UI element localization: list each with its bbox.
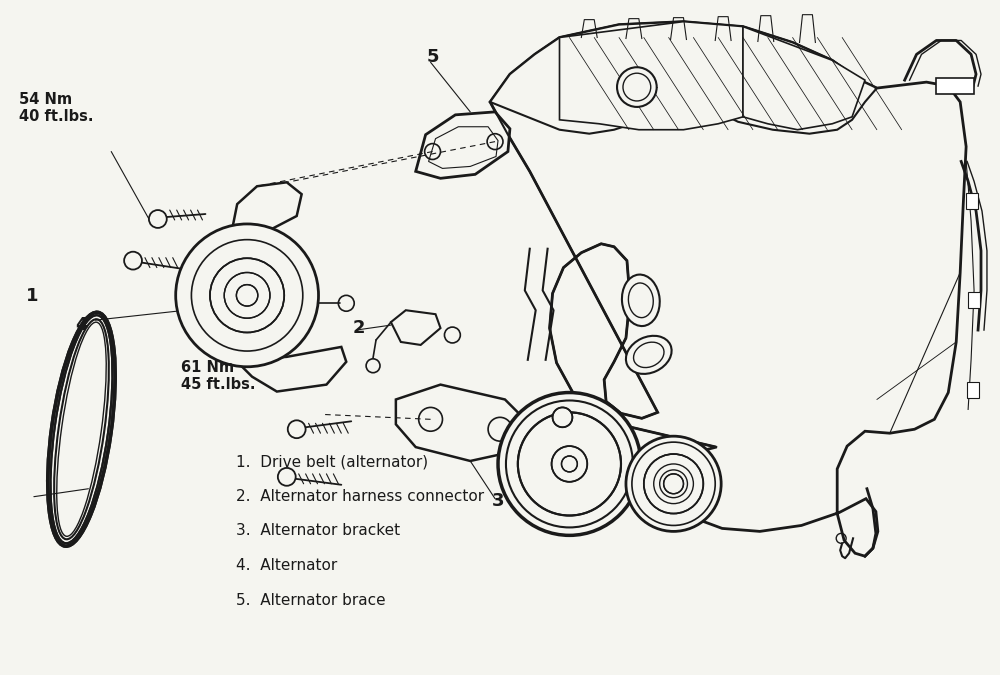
Polygon shape [416, 112, 510, 178]
Circle shape [561, 456, 577, 472]
Text: 3: 3 [492, 491, 504, 510]
Text: 2.  Alternator harness connector: 2. Alternator harness connector [236, 489, 484, 504]
FancyBboxPatch shape [968, 292, 980, 308]
Text: 54 Nm
40 ft.lbs.: 54 Nm 40 ft.lbs. [19, 92, 93, 124]
FancyBboxPatch shape [966, 193, 978, 209]
Text: 4: 4 [75, 316, 88, 334]
Polygon shape [560, 22, 743, 130]
Polygon shape [396, 385, 530, 461]
Circle shape [644, 454, 703, 514]
Circle shape [518, 412, 621, 516]
Circle shape [664, 474, 683, 493]
Circle shape [224, 273, 270, 318]
Polygon shape [490, 22, 877, 134]
Ellipse shape [48, 313, 115, 546]
Circle shape [552, 446, 587, 482]
Text: 1.  Drive belt (alternator): 1. Drive belt (alternator) [236, 454, 428, 469]
Polygon shape [743, 26, 865, 130]
Circle shape [236, 285, 258, 306]
Polygon shape [490, 22, 966, 556]
FancyBboxPatch shape [936, 78, 974, 94]
Ellipse shape [622, 275, 660, 326]
Polygon shape [391, 310, 440, 345]
Circle shape [498, 393, 641, 535]
Text: 61 Nm
45 ft.lbs.: 61 Nm 45 ft.lbs. [181, 360, 255, 392]
Text: 5.  Alternator brace: 5. Alternator brace [236, 593, 386, 608]
Text: 2: 2 [353, 319, 365, 337]
Ellipse shape [50, 315, 112, 543]
Circle shape [210, 259, 284, 333]
Circle shape [617, 68, 657, 107]
Circle shape [553, 408, 572, 427]
Text: 5: 5 [426, 49, 439, 66]
Circle shape [176, 224, 319, 367]
Polygon shape [232, 182, 302, 229]
Text: 4.  Alternator: 4. Alternator [236, 558, 337, 573]
Circle shape [626, 436, 721, 531]
FancyBboxPatch shape [967, 381, 979, 398]
Text: 1: 1 [26, 288, 38, 305]
Ellipse shape [626, 335, 672, 374]
Text: 3.  Alternator bracket: 3. Alternator bracket [236, 523, 400, 539]
Polygon shape [237, 347, 346, 391]
